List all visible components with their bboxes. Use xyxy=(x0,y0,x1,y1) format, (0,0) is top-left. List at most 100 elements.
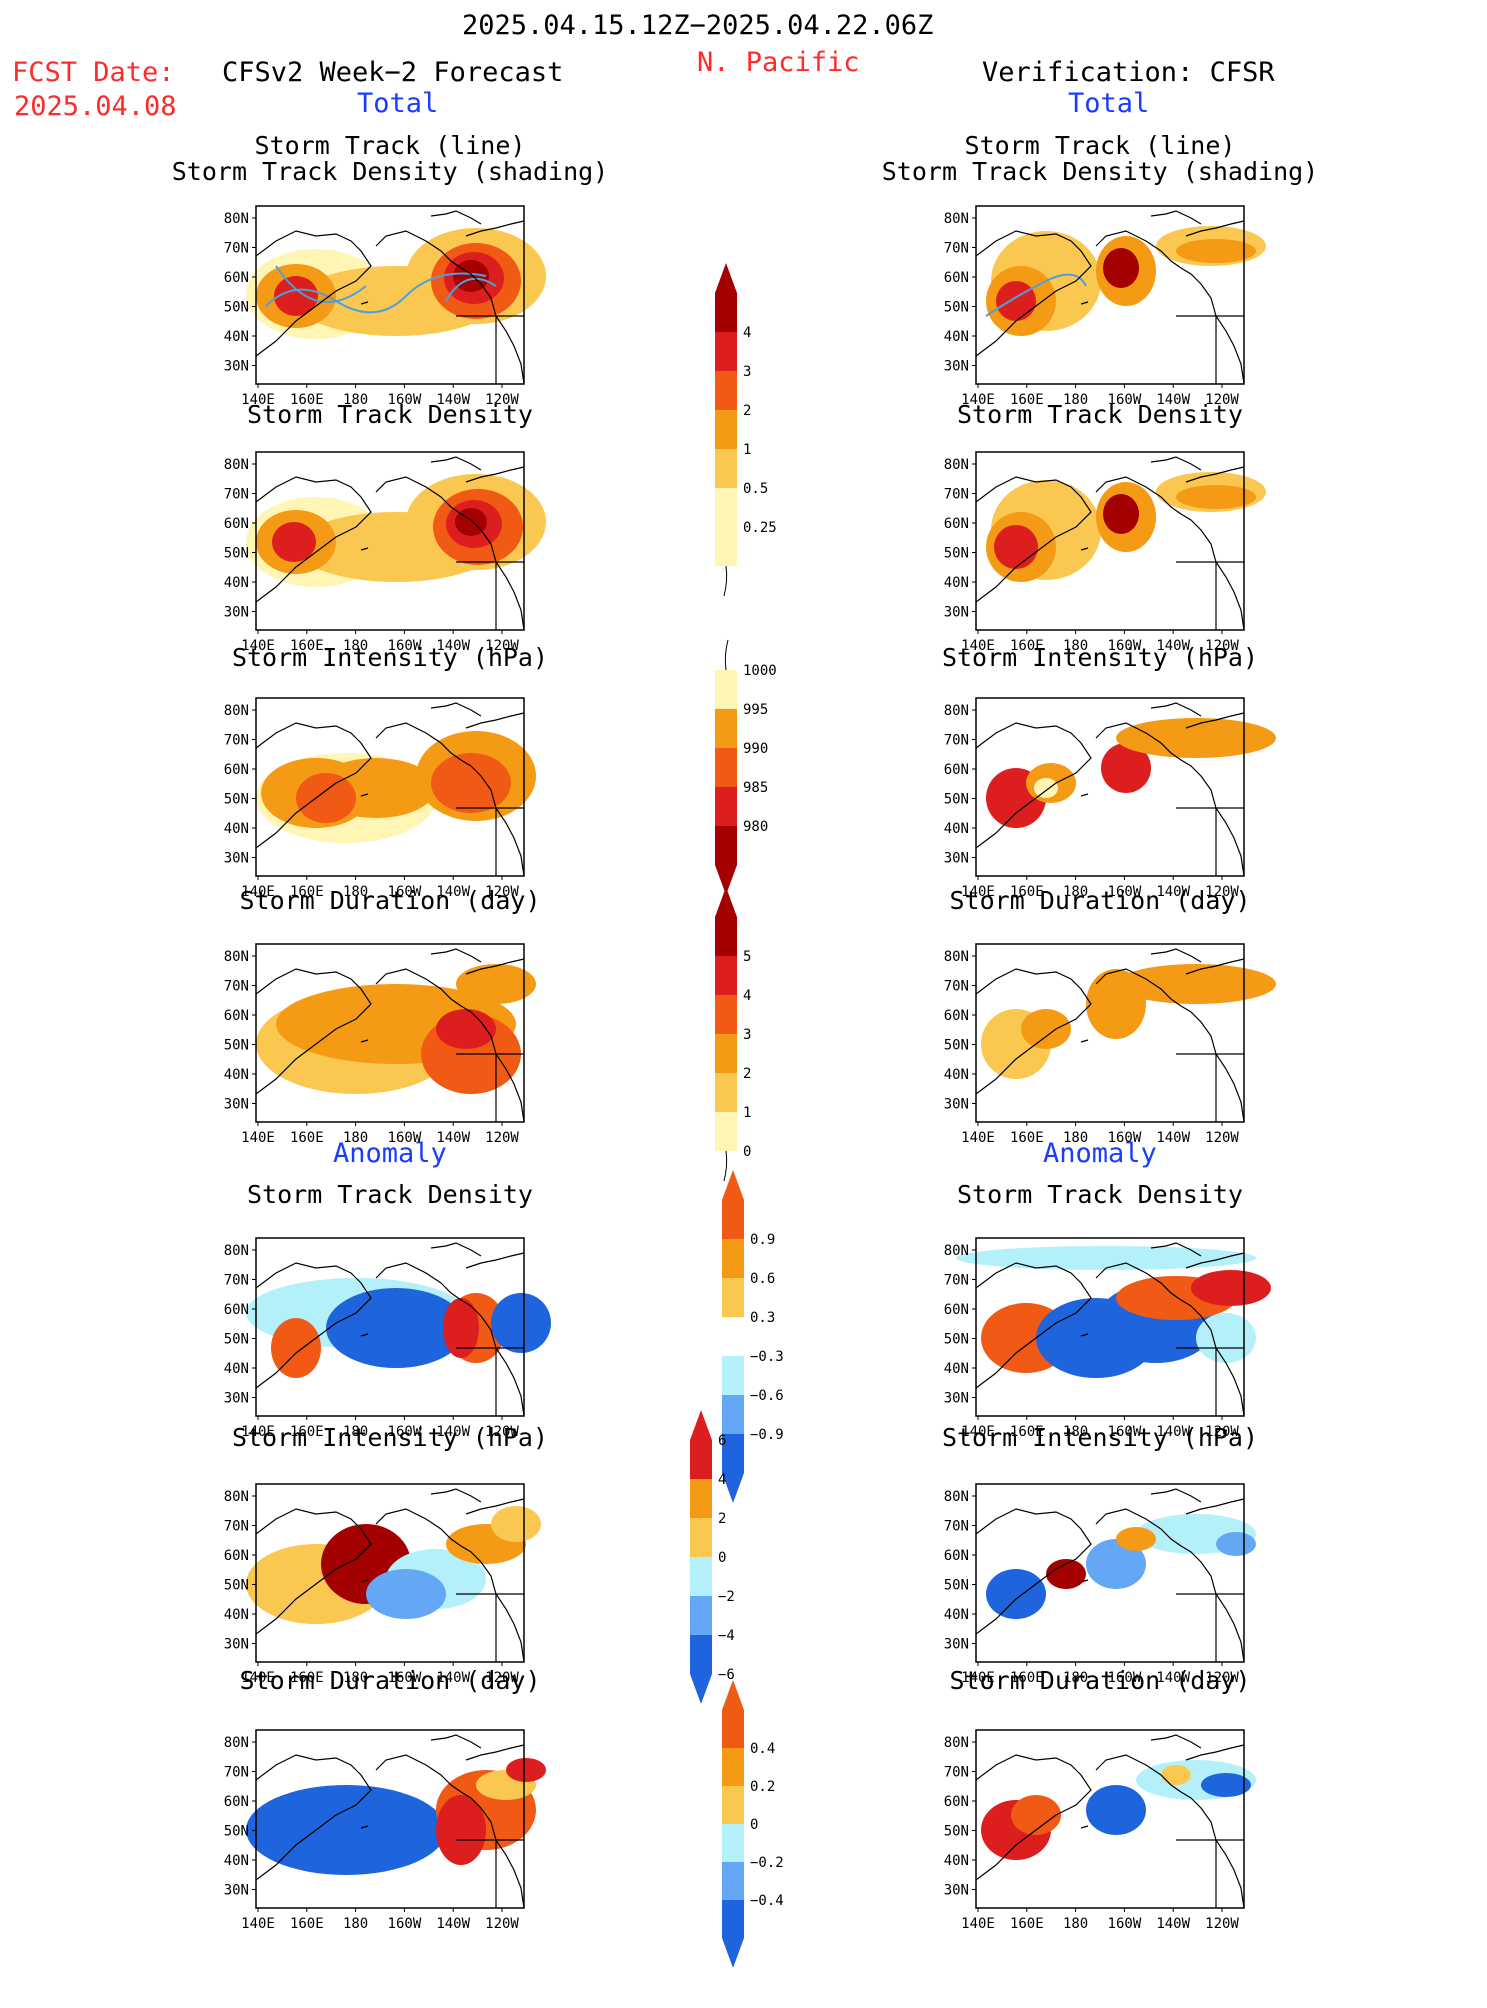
map-panel-l4: 80N 70N 60N 50N 40N 30N 140E 160E 180 160W 140W 120… xyxy=(224,1237,551,1440)
lat-label: 60N xyxy=(944,516,969,532)
shaded-region xyxy=(1116,1527,1156,1551)
map-panel-r1: 80N 70N 60N 50N 40N 30N 140E 160E 180 160W 140W 120… xyxy=(944,451,1266,654)
shaded-region xyxy=(506,1758,546,1782)
lon-label: 160E xyxy=(1010,1130,1044,1146)
map-panel-r6: 80N 70N 60N 50N 40N 30N 140E 160E 180 160W 140W 120… xyxy=(944,1729,1256,1932)
shaded-region xyxy=(1086,1539,1146,1589)
map-panel-r0: 80N 70N 60N 50N 40N 30N 140E 160E 180 160W 140W 120… xyxy=(944,205,1266,408)
coastline xyxy=(1185,220,1245,237)
lat-label: 80N xyxy=(224,457,249,473)
colorbar-segment xyxy=(722,1710,744,1748)
lon-label: 160W xyxy=(1108,1916,1142,1932)
colorbar-segment xyxy=(715,488,737,527)
coastline xyxy=(255,1262,372,1389)
coastline xyxy=(375,1754,525,1909)
lon-label: 140W xyxy=(1156,1670,1190,1686)
lat-label: 70N xyxy=(224,1765,249,1781)
lon-label: 140W xyxy=(436,1670,470,1686)
colorbar-segment xyxy=(722,1748,744,1786)
lon-label: 160W xyxy=(388,1424,422,1440)
coastline xyxy=(975,722,1092,849)
colorbar-label: 980 xyxy=(743,819,768,835)
lon-label: 160E xyxy=(1010,392,1044,408)
lat-label: 80N xyxy=(944,211,969,227)
colorbar-intensity-anom: 6 4 2 0 −2 −4 −6 xyxy=(690,1410,735,1704)
colorbar-density-anom: 0.9 0.6 0.3 −0.3 −0.6 −0.9 xyxy=(722,1170,784,1503)
colorbar-label: −0.3 xyxy=(750,1349,784,1365)
coastline xyxy=(255,968,372,1095)
lat-label: 70N xyxy=(944,241,969,257)
lat-label: 40N xyxy=(224,575,249,591)
verification-anomaly-label: Anomaly xyxy=(1043,1138,1157,1169)
lat-label: 40N xyxy=(224,329,249,345)
colorbar-label: 0 xyxy=(743,1144,751,1160)
lon-label: 160W xyxy=(1108,392,1142,408)
coastline xyxy=(375,722,525,877)
map-frame xyxy=(255,1729,525,1909)
lat-label: 40N xyxy=(944,329,969,345)
lat-label: 60N xyxy=(944,1008,969,1024)
colorbar-label: −0.2 xyxy=(750,1855,784,1871)
shaded-region xyxy=(996,281,1036,321)
lat-label: 60N xyxy=(224,1008,249,1024)
lon-label: 180 xyxy=(1063,1424,1088,1440)
storm-track-line xyxy=(275,265,367,303)
lon-label: 140E xyxy=(241,884,275,900)
coastline xyxy=(975,476,1092,603)
shaded-region xyxy=(1021,1009,1071,1049)
lon-label: 140E xyxy=(961,884,995,900)
date-range-title: 2025.04.15.12Z−2025.04.22.06Z xyxy=(462,10,934,41)
lat-label: 80N xyxy=(944,457,969,473)
lat-label: 50N xyxy=(944,1578,969,1594)
map-panel-r3: 80N 70N 60N 50N 40N 30N 140E 160E 180 160W 140W 120… xyxy=(944,943,1276,1146)
lat-label: 60N xyxy=(224,1794,249,1810)
coastline xyxy=(255,722,372,849)
colorbar-segment xyxy=(715,1073,737,1112)
lat-label: 80N xyxy=(944,1735,969,1751)
lat-label: 80N xyxy=(224,1735,249,1751)
storm-track-line xyxy=(265,272,487,314)
coastline xyxy=(375,968,525,1123)
lat-label: 80N xyxy=(944,1243,969,1259)
colorbar-end xyxy=(723,565,728,597)
coastline xyxy=(1080,547,1089,551)
colorbar-segment xyxy=(715,787,737,826)
colorbar-segment xyxy=(715,709,737,748)
coastline xyxy=(430,948,482,963)
lon-label: 140E xyxy=(961,1424,995,1440)
lon-label: 160E xyxy=(290,1424,324,1440)
colorbar-arrow-top xyxy=(715,887,737,917)
lat-label: 60N xyxy=(224,1302,249,1318)
coastline xyxy=(975,1508,1092,1635)
lon-label: 180 xyxy=(343,1670,368,1686)
lon-label: 160W xyxy=(1108,1130,1142,1146)
lon-label: 140W xyxy=(436,884,470,900)
shaded-region xyxy=(491,1293,551,1353)
coastline xyxy=(255,1754,372,1881)
colorbar-label: 990 xyxy=(743,741,768,757)
colorbar-density-total: 4 3 2 1 0.5 0.25 xyxy=(715,263,777,597)
coastline xyxy=(1150,702,1202,717)
lat-label: 30N xyxy=(944,1883,969,1899)
map-panel-l3: 80N 70N 60N 50N 40N 30N 140E 160E 180 160W 140W 120… xyxy=(224,943,536,1146)
colorbar-end xyxy=(723,1150,728,1182)
lat-label: 50N xyxy=(224,792,249,808)
colorbar-label: 4 xyxy=(743,988,751,1004)
storm-track-line xyxy=(445,277,497,302)
lat-label: 50N xyxy=(224,546,249,562)
coastline xyxy=(975,1262,1092,1389)
lat-label: 30N xyxy=(944,605,969,621)
lat-label: 40N xyxy=(224,1361,249,1377)
lon-label: 140E xyxy=(241,638,275,654)
coastline xyxy=(1185,712,1245,729)
lat-label: 30N xyxy=(944,851,969,867)
coastline xyxy=(1095,1508,1245,1663)
colorbar-segment xyxy=(715,449,737,488)
colorbar-label: 0 xyxy=(718,1550,726,1566)
lon-label: 160E xyxy=(1010,638,1044,654)
shaded-region xyxy=(1086,1785,1146,1835)
lat-label: 30N xyxy=(224,1097,249,1113)
colorbar-arrow-bottom xyxy=(715,865,737,895)
colorbar-label: 0.5 xyxy=(743,481,768,497)
lat-label: 30N xyxy=(224,851,249,867)
